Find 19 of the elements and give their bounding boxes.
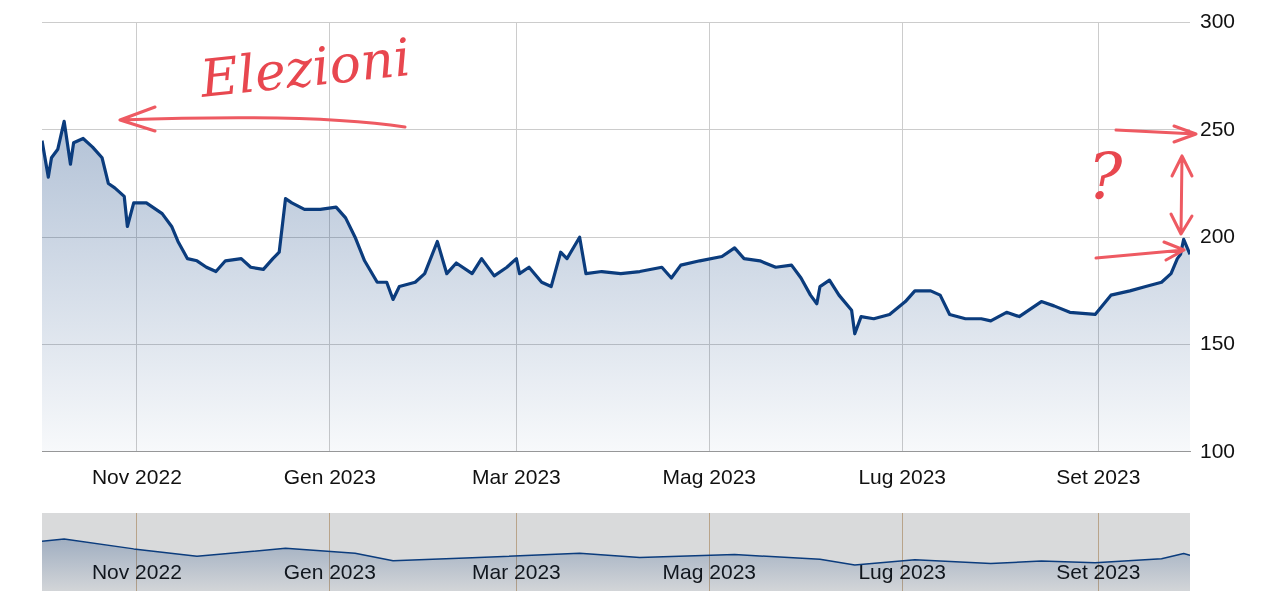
x-tick-label: Nov 2022	[91, 465, 182, 489]
x-tick-label: Lug 2023	[858, 465, 947, 489]
annotation: Elezioni	[197, 27, 414, 109]
x-tick-label: Lug 2023	[858, 560, 947, 584]
x-tick-label: Set 2023	[1056, 465, 1141, 489]
x-tick-label: Nov 2022	[91, 560, 182, 584]
x-tick-label: Gen 2023	[283, 560, 376, 584]
y-tick-label: 100	[1200, 438, 1236, 462]
annotation: ?	[1088, 140, 1123, 214]
x-tick-label: Mar 2023	[472, 560, 561, 584]
y-tick-label: 200	[1200, 224, 1236, 247]
y-tick-label: 250	[1200, 116, 1236, 140]
x-tick-label: Mar 2023	[472, 465, 561, 489]
x-tick-label: Mag 2023	[662, 560, 756, 584]
y-tick-label: 150	[1200, 331, 1236, 355]
x-tick-label: Set 2023	[1056, 560, 1141, 584]
y-tick-label: 300	[1200, 9, 1236, 33]
x-tick-label: Gen 2023	[283, 465, 376, 489]
x-tick-label: Mag 2023	[662, 465, 756, 489]
